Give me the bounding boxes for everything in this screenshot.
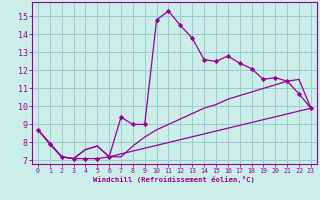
X-axis label: Windchill (Refroidissement éolien,°C): Windchill (Refroidissement éolien,°C) (93, 176, 255, 183)
